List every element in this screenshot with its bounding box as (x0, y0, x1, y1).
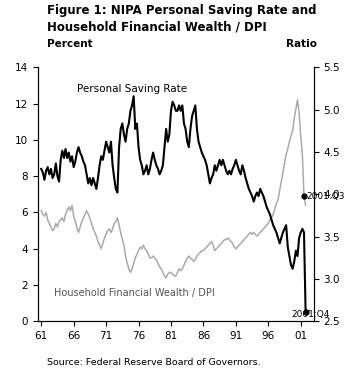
Text: Figure 1: NIPA Personal Saving Rate and: Figure 1: NIPA Personal Saving Rate and (47, 4, 316, 17)
Text: 2001:Q4: 2001:Q4 (291, 310, 329, 319)
Text: Percent: Percent (47, 39, 93, 49)
Text: Personal Saving Rate: Personal Saving Rate (77, 85, 187, 95)
Text: Source: Federal Reserve Board of Governors.: Source: Federal Reserve Board of Governo… (47, 358, 260, 367)
Text: Ratio: Ratio (286, 39, 317, 49)
Text: Household Financial Wealth / DPI: Household Financial Wealth / DPI (54, 288, 215, 298)
Text: 2001:Q3: 2001:Q3 (307, 192, 345, 201)
Text: Household Financial Wealth / DPI: Household Financial Wealth / DPI (47, 20, 266, 33)
